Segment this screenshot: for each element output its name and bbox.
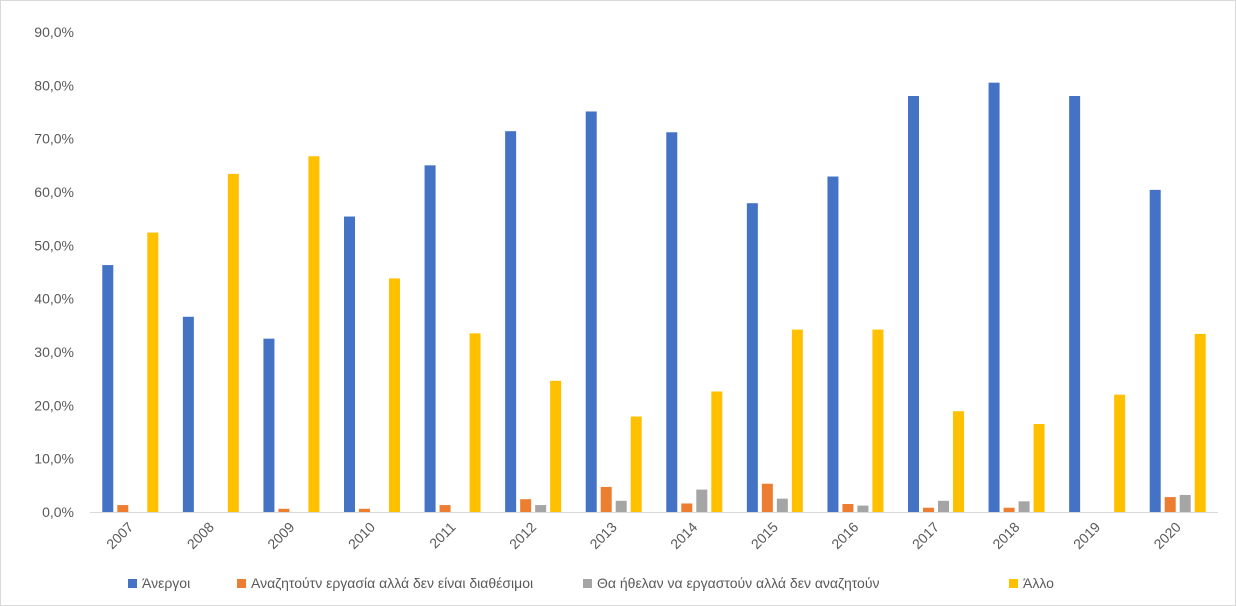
x-tick-label: 2007 xyxy=(103,519,136,552)
y-tick-label: 70,0% xyxy=(34,131,74,147)
bar-2-2017 xyxy=(923,507,934,512)
x-tick-label: 2018 xyxy=(989,519,1022,552)
bar-2-2011 xyxy=(439,505,451,512)
x-tick-label: 2009 xyxy=(264,519,297,552)
y-tick-label: 20,0% xyxy=(34,397,74,413)
bar-3-2017 xyxy=(938,500,949,512)
bar-2-2009 xyxy=(278,508,290,512)
bar-4-2016 xyxy=(872,329,884,512)
x-tick-label: 2020 xyxy=(1150,519,1183,552)
legend-label: Άλλο xyxy=(1023,575,1054,591)
legend-label: Θα ήθελαν να εργαστούν αλλά δεν αναζητού… xyxy=(597,575,880,591)
bar-3-2014 xyxy=(696,489,708,512)
bar-1-2007 xyxy=(102,265,114,512)
x-tick-label: 2008 xyxy=(184,519,217,552)
legend-label: Αναζητούτν εργασία αλλά δεν είναι διαθέσ… xyxy=(251,575,533,591)
legend: Άνεργοι Αναζητούτν εργασία αλλά δεν είναι… xyxy=(128,575,1054,591)
bar-2-2020 xyxy=(1164,497,1176,512)
bar-1-2013 xyxy=(585,111,597,512)
legend-label: Άνεργοι xyxy=(142,575,190,591)
x-tick-label: 2013 xyxy=(586,519,619,552)
bar-2-2010 xyxy=(359,508,370,512)
bar-2-2014 xyxy=(681,503,693,512)
y-tick-label: 30,0% xyxy=(34,344,74,360)
bar-4-2012 xyxy=(550,380,562,512)
bar-1-2014 xyxy=(666,132,678,512)
y-tick-label: 80,0% xyxy=(34,77,74,93)
y-axis-ticks: 0,0% 10,0% 20,0% 30,0% 40,0% 50,0% 60,0% 70,0% 8… xyxy=(34,24,74,520)
bars-layer xyxy=(102,82,1206,513)
x-tick-label: 2019 xyxy=(1070,519,1103,552)
bar-4-2008 xyxy=(227,173,239,512)
bar-1-2011 xyxy=(424,165,436,512)
bar-1-2017 xyxy=(908,96,919,512)
bar-1-2015 xyxy=(746,203,758,512)
bar-2-2013 xyxy=(600,486,612,512)
legend-swatch xyxy=(1009,579,1018,588)
bar-3-2012 xyxy=(535,505,547,512)
bar-2-2018 xyxy=(1003,507,1015,512)
bar-4-2017 xyxy=(953,411,964,512)
bar-3-2020 xyxy=(1179,494,1191,512)
legend-swatch xyxy=(583,579,592,588)
bar-4-2007 xyxy=(147,232,159,512)
x-tick-label: 2014 xyxy=(667,519,700,552)
bar-4-2010 xyxy=(389,278,400,512)
bar-2-2015 xyxy=(761,483,773,512)
bar-4-2018 xyxy=(1033,424,1045,512)
bar-3-2018 xyxy=(1018,501,1030,512)
bar-2-2012 xyxy=(520,499,532,512)
y-tick-label: 90,0% xyxy=(34,24,74,40)
legend-swatch xyxy=(128,579,137,588)
bar-1-2012 xyxy=(505,131,517,512)
bar-4-2019 xyxy=(1114,394,1126,512)
bar-1-2019 xyxy=(1069,96,1081,512)
x-tick-label: 2010 xyxy=(345,519,378,552)
x-tick-label: 2016 xyxy=(828,519,861,552)
bar-2-2007 xyxy=(117,505,129,512)
y-tick-label: 60,0% xyxy=(34,184,74,200)
bar-1-2008 xyxy=(182,316,194,512)
bar-2-2016 xyxy=(842,504,854,512)
bar-4-2013 xyxy=(630,416,642,512)
bar-4-2015 xyxy=(791,329,803,512)
y-tick-label: 50,0% xyxy=(34,237,74,253)
bar-4-2009 xyxy=(308,156,320,512)
bar-4-2020 xyxy=(1194,333,1206,512)
x-tick-label: 2015 xyxy=(748,519,781,552)
y-tick-label: 10,0% xyxy=(34,451,74,467)
bar-4-2011 xyxy=(469,333,481,512)
legend-swatch xyxy=(237,579,246,588)
x-tick-label: 2011 xyxy=(426,519,459,552)
bar-3-2016 xyxy=(857,505,869,512)
bar-3-2013 xyxy=(615,500,627,512)
x-tick-label: 2017 xyxy=(909,519,942,552)
bar-1-2018 xyxy=(988,82,1000,513)
bar-1-2016 xyxy=(827,176,839,512)
bar-3-2015 xyxy=(776,498,788,512)
bar-4-2014 xyxy=(711,391,723,512)
bar-1-2009 xyxy=(263,338,275,512)
y-tick-label: 0,0% xyxy=(42,504,74,520)
x-tick-label: 2012 xyxy=(506,519,539,552)
bar-1-2010 xyxy=(344,216,355,512)
x-axis-ticks: 2007 2008 2009 2010 2011 2012 2013 2014 2015 2016… xyxy=(103,519,1184,552)
y-tick-label: 40,0% xyxy=(34,291,74,307)
bar-1-2020 xyxy=(1149,189,1161,512)
